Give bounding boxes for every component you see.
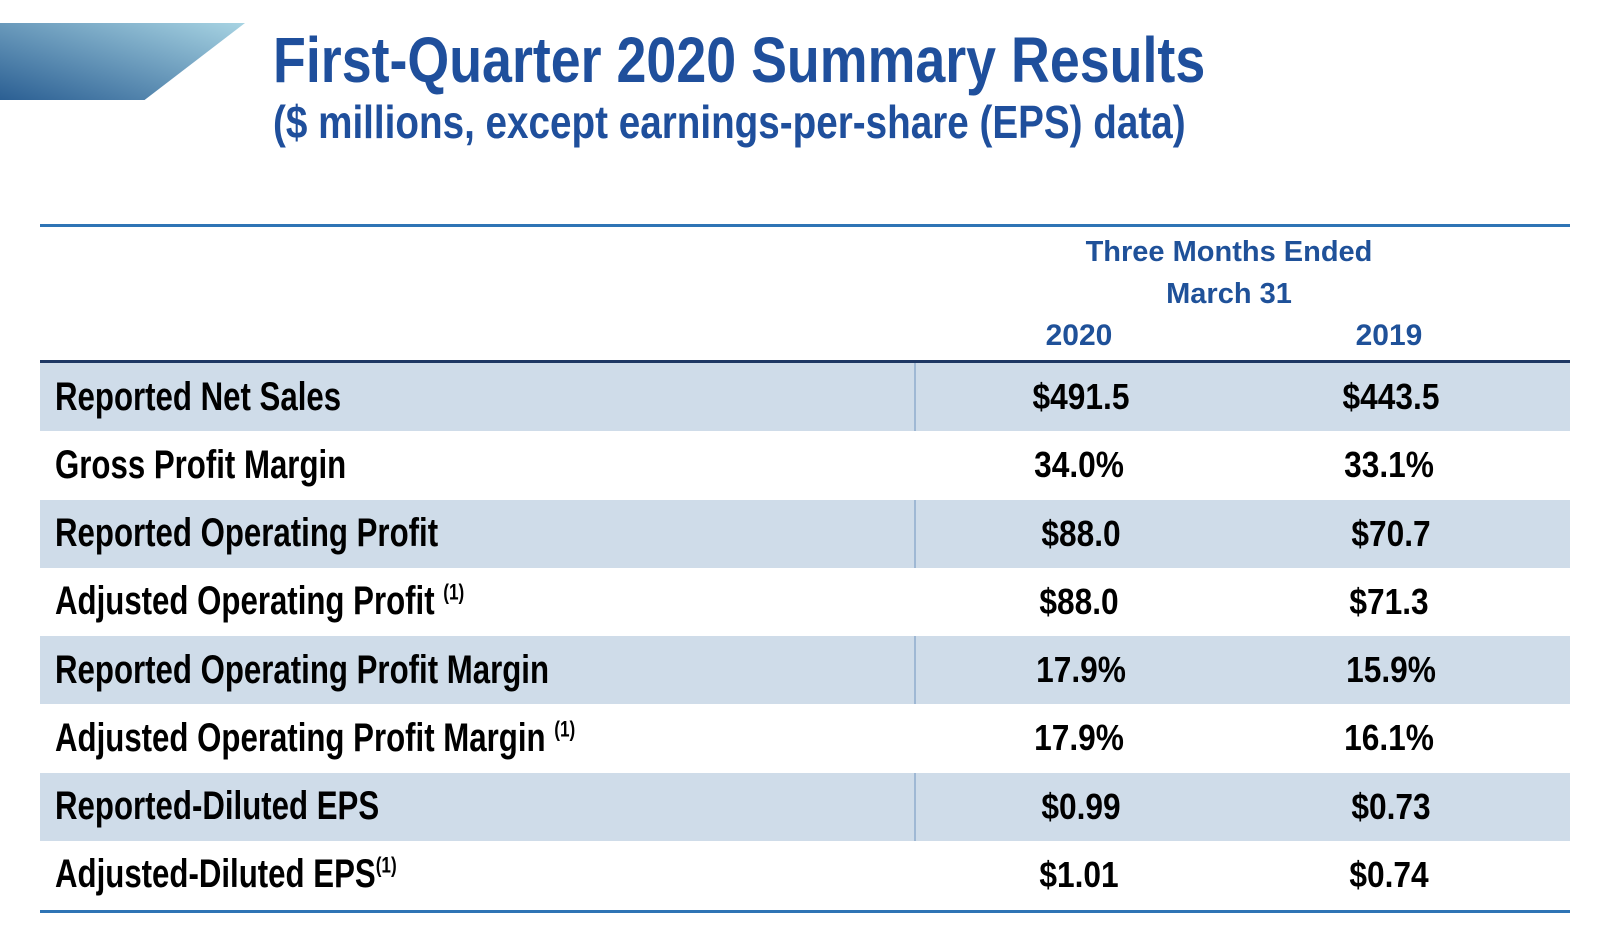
row-label: Adjusted Operating Profit Margin (55, 715, 555, 760)
value-2020: $88.0 (1041, 512, 1121, 554)
value-2019: 15.9% (1346, 649, 1436, 691)
value-2020: 34.0% (1034, 444, 1124, 486)
value-2020: 17.9% (1036, 649, 1126, 691)
row-label: Adjusted Operating Profit (55, 579, 444, 624)
row-label: Reported-Diluted EPS (55, 784, 380, 829)
table-row: Adjusted-Diluted EPS(1) $1.01 $0.74 (40, 841, 1570, 909)
value-2019: $0.73 (1351, 785, 1431, 827)
footnote-marker: (1) (375, 853, 397, 879)
results-table: Reported Net Sales $491.5 $443.5 Gross P… (40, 363, 1570, 909)
value-2019: $0.74 (1349, 853, 1429, 895)
row-label-cell: Reported Net Sales (40, 363, 914, 431)
column-header-2019: 2019 (1355, 319, 1423, 352)
footnote-marker: (1) (443, 580, 465, 606)
header-accent-shape (0, 23, 245, 100)
table-row: Reported Operating Profit $88.0 $70.7 (40, 499, 1570, 568)
value-2020: $1.01 (1039, 853, 1119, 895)
row-label-cell: Reported Operating Profit (40, 500, 914, 568)
table-row: Gross Profit Margin 34.0% 33.1% (40, 431, 1570, 499)
row-values: 17.9% 15.9% (914, 636, 1570, 705)
table-row: Reported Operating Profit Margin 17.9% 1… (40, 636, 1570, 705)
table-header-separator (40, 360, 1570, 363)
value-2020: $491.5 (1032, 376, 1130, 418)
row-label: Adjusted-Diluted EPS (55, 852, 376, 897)
row-label: Reported Operating Profit (55, 511, 439, 556)
row-label-cell: Gross Profit Margin (40, 431, 914, 499)
value-2019: 33.1% (1344, 444, 1434, 486)
table-row: Reported Net Sales $491.5 $443.5 (40, 363, 1570, 432)
page-title: First-Quarter 2020 Summary Results (273, 24, 1206, 96)
row-label-cell: Adjusted-Diluted EPS(1) (40, 841, 914, 909)
table-bottom-rule (40, 910, 1570, 913)
row-values: 17.9% 16.1% (914, 704, 1570, 772)
table-top-rule (40, 224, 1570, 227)
value-2019: $443.5 (1342, 376, 1440, 418)
row-label-cell: Reported Operating Profit Margin (40, 636, 914, 704)
column-header-2020: 2020 (1045, 319, 1113, 352)
row-values: $88.0 $71.3 (914, 568, 1570, 636)
period-header: Three Months Ended March 31 (914, 231, 1544, 315)
row-label: Reported Net Sales (55, 374, 342, 419)
table-row: Adjusted Operating Profit (1) $88.0 $71.… (40, 568, 1570, 636)
row-values: $1.01 $0.74 (914, 841, 1570, 909)
row-label: Reported Operating Profit Margin (55, 647, 550, 692)
value-2020: 17.9% (1034, 717, 1124, 759)
row-values: $0.99 $0.73 (914, 772, 1570, 841)
slide-header: First-Quarter 2020 Summary Results ($ mi… (273, 24, 1383, 148)
table-row: Adjusted Operating Profit Margin (1) 17.… (40, 704, 1570, 772)
value-2020: $88.0 (1039, 580, 1119, 622)
row-label-cell: Adjusted Operating Profit Margin (1) (40, 704, 914, 772)
row-label-cell: Adjusted Operating Profit (1) (40, 568, 914, 636)
row-label: Gross Profit Margin (55, 442, 347, 487)
footnote-marker: (1) (554, 716, 576, 742)
period-header-line1: Three Months Ended (1085, 236, 1373, 268)
page-subtitle: ($ millions, except earnings-per-share (… (273, 96, 1186, 148)
row-values: $88.0 $70.7 (914, 499, 1570, 568)
value-2019: $70.7 (1351, 512, 1431, 554)
value-2019: $71.3 (1349, 580, 1429, 622)
period-header-line2: March 31 (1166, 278, 1292, 310)
value-2020: $0.99 (1041, 785, 1121, 827)
value-2019: 16.1% (1344, 717, 1434, 759)
row-values: 34.0% 33.1% (914, 431, 1570, 499)
row-values: $491.5 $443.5 (914, 363, 1570, 432)
table-row: Reported-Diluted EPS $0.99 $0.73 (40, 772, 1570, 841)
row-label-cell: Reported-Diluted EPS (40, 773, 914, 841)
